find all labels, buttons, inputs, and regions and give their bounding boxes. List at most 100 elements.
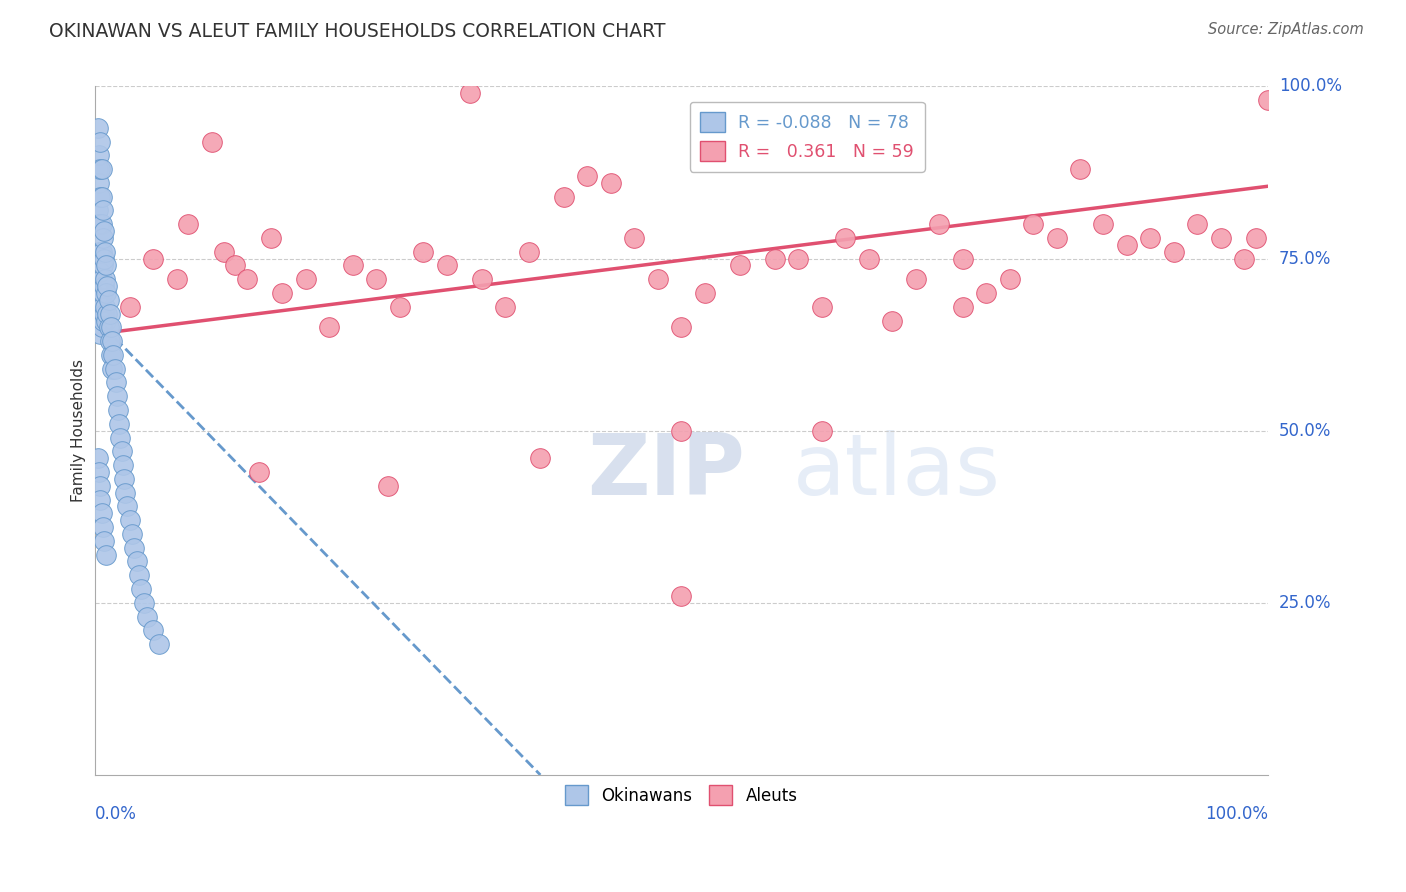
Point — [87, 203, 110, 218]
Point — [100, 348, 122, 362]
Point — [998, 272, 1021, 286]
Point — [89, 189, 111, 203]
Point — [94, 244, 117, 259]
Point — [94, 272, 117, 286]
Point — [93, 307, 115, 321]
Point — [553, 189, 575, 203]
Point — [669, 589, 692, 603]
Point — [1069, 162, 1091, 177]
Point — [494, 300, 516, 314]
Point — [97, 293, 120, 307]
Point — [89, 307, 111, 321]
Text: 25.0%: 25.0% — [1279, 594, 1331, 612]
Point — [91, 259, 114, 273]
Point — [148, 637, 170, 651]
Point — [97, 320, 120, 334]
Point — [118, 300, 141, 314]
Text: 50.0%: 50.0% — [1279, 422, 1331, 440]
Point — [517, 244, 540, 259]
Point — [104, 376, 127, 390]
Point — [124, 541, 146, 555]
Point — [212, 244, 235, 259]
Point — [377, 479, 399, 493]
Point — [111, 458, 134, 472]
Point — [1092, 217, 1115, 231]
Text: 100.0%: 100.0% — [1205, 805, 1268, 823]
Point — [529, 451, 551, 466]
Point — [89, 244, 111, 259]
Point — [669, 424, 692, 438]
Point — [693, 285, 716, 300]
Point — [114, 485, 136, 500]
Point — [89, 162, 111, 177]
Point — [201, 135, 224, 149]
Point — [93, 533, 115, 548]
Point — [1045, 231, 1067, 245]
Point — [834, 231, 856, 245]
Point — [91, 203, 114, 218]
Point — [90, 217, 112, 231]
Point — [125, 554, 148, 568]
Point — [89, 265, 111, 279]
Point — [96, 307, 118, 321]
Point — [103, 361, 125, 376]
Point — [89, 244, 111, 259]
Point — [89, 285, 111, 300]
Point — [91, 313, 114, 327]
Point — [89, 176, 111, 190]
Point — [118, 513, 141, 527]
Point — [89, 465, 111, 479]
Point — [728, 259, 751, 273]
Point — [177, 217, 200, 231]
Point — [271, 285, 294, 300]
Point — [623, 231, 645, 245]
Point — [1139, 231, 1161, 245]
Point — [89, 217, 111, 231]
Point — [98, 334, 121, 348]
Text: 75.0%: 75.0% — [1279, 250, 1331, 268]
Point — [136, 609, 159, 624]
Point — [91, 520, 114, 534]
Point — [1233, 252, 1256, 266]
Point — [103, 348, 125, 362]
Point — [107, 403, 129, 417]
Point — [1163, 244, 1185, 259]
Point — [952, 300, 974, 314]
Y-axis label: Family Households: Family Households — [72, 359, 86, 502]
Point — [91, 285, 114, 300]
Point — [599, 176, 621, 190]
Point — [366, 272, 388, 286]
Point — [89, 148, 111, 162]
Point — [318, 320, 340, 334]
Point — [342, 259, 364, 273]
Point — [96, 259, 118, 273]
Point — [669, 320, 692, 334]
Point — [412, 244, 434, 259]
Point — [121, 527, 143, 541]
Point — [100, 320, 122, 334]
Point — [91, 231, 114, 245]
Point — [89, 479, 111, 493]
Point — [117, 500, 139, 514]
Point — [93, 224, 115, 238]
Point — [811, 424, 834, 438]
Point — [858, 252, 880, 266]
Point — [90, 162, 112, 177]
Point — [96, 279, 118, 293]
Point — [974, 285, 997, 300]
Point — [90, 272, 112, 286]
Point — [811, 300, 834, 314]
Point — [166, 272, 188, 286]
Point — [1022, 217, 1045, 231]
Point — [882, 313, 904, 327]
Point — [294, 272, 316, 286]
Point — [1187, 217, 1209, 231]
Point — [89, 327, 111, 342]
Point — [436, 259, 458, 273]
Point — [108, 417, 131, 431]
Text: 0.0%: 0.0% — [94, 805, 136, 823]
Point — [98, 307, 121, 321]
Point — [110, 444, 132, 458]
Point — [89, 135, 111, 149]
Point — [96, 548, 118, 562]
